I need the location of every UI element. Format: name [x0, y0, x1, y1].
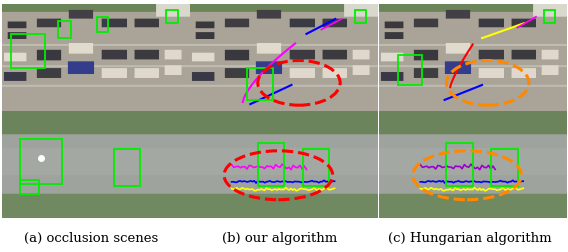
Bar — [355, 11, 366, 24]
Text: (b) our algorithm: (b) our algorithm — [223, 231, 337, 244]
Bar — [20, 140, 61, 184]
Bar — [247, 69, 273, 101]
Bar — [446, 144, 473, 186]
Bar — [58, 22, 71, 39]
Text: (a) occlusion scenes: (a) occlusion scenes — [24, 231, 158, 244]
Bar — [258, 144, 284, 186]
Bar — [11, 35, 45, 69]
Bar — [166, 11, 178, 24]
Bar — [398, 56, 422, 86]
Bar — [97, 18, 108, 33]
Bar — [303, 149, 329, 186]
Bar — [20, 180, 39, 195]
Bar — [114, 149, 140, 186]
Text: (c) Hungarian algorithm: (c) Hungarian algorithm — [388, 231, 552, 244]
Bar — [544, 11, 555, 24]
Bar — [491, 149, 517, 186]
